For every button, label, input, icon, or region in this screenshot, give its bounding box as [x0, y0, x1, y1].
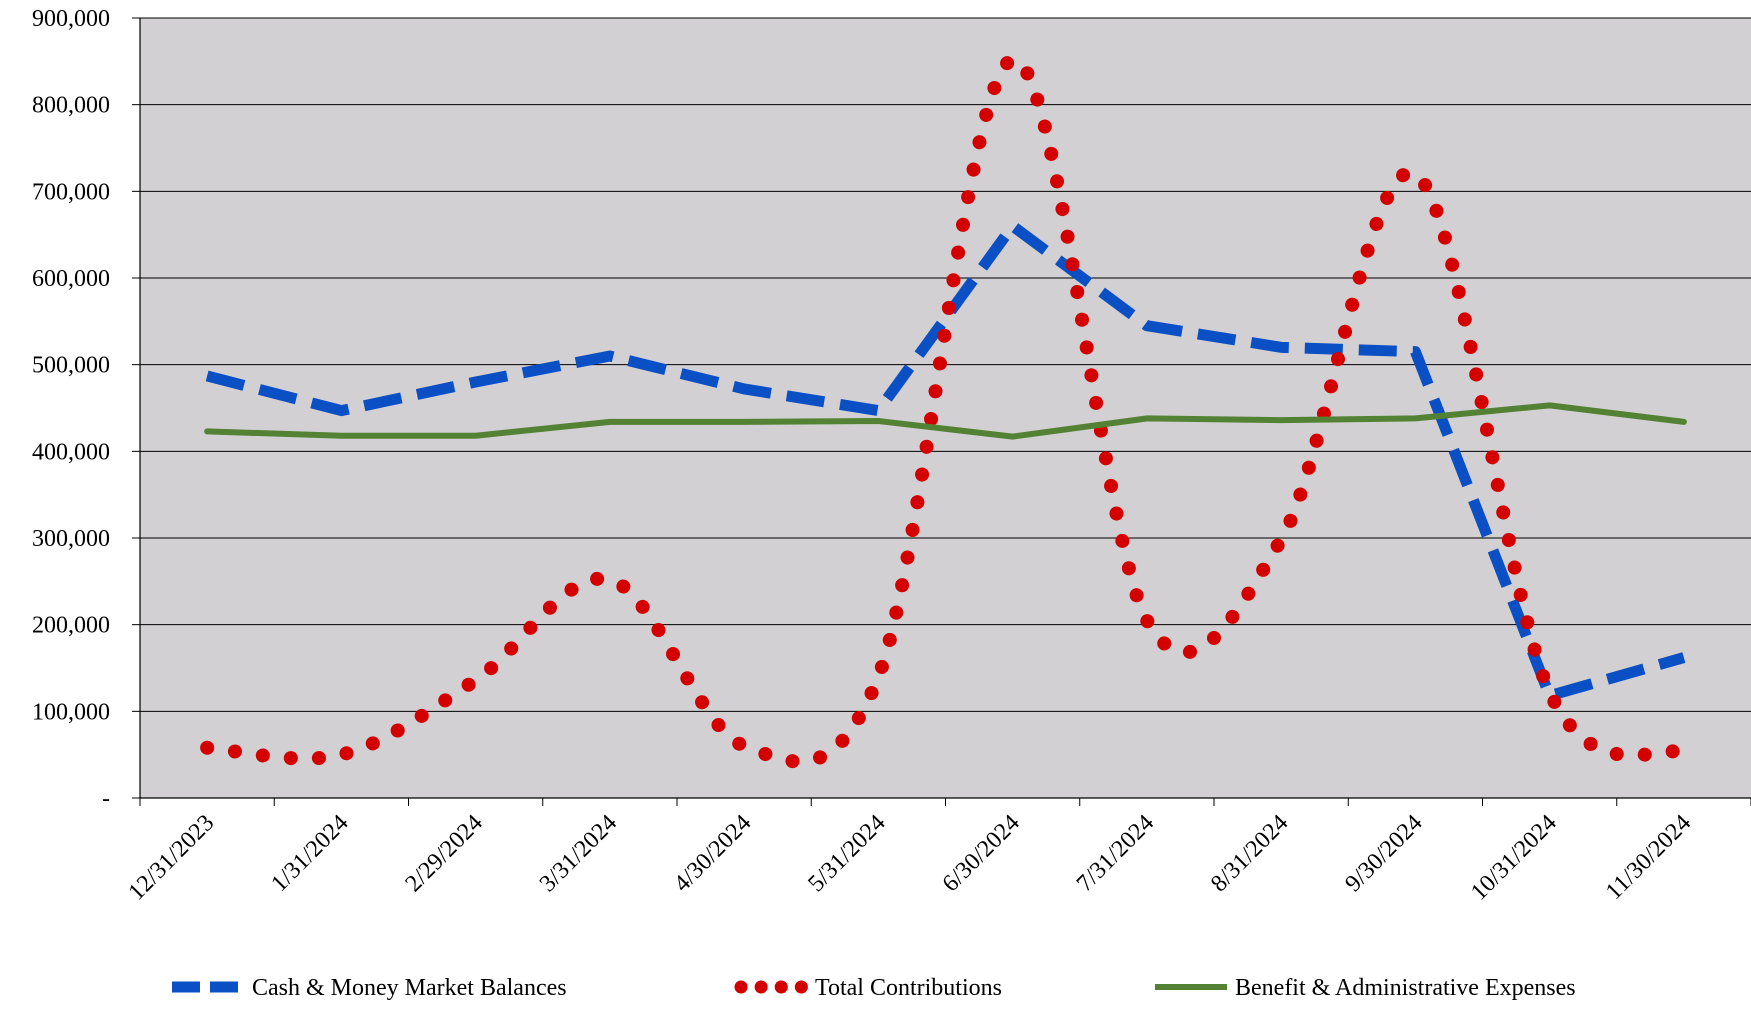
- legend-label: Benefit & Administrative Expenses: [1235, 975, 1576, 1001]
- legend: Cash & Money Market Balances Total Contri…: [172, 975, 1576, 1001]
- y-tick-label: -: [102, 786, 110, 812]
- legend-label: Total Contributions: [815, 975, 1002, 1001]
- x-tick-label: 8/31/2024: [1206, 810, 1293, 897]
- total-contributions-series-line: [200, 52, 1691, 769]
- x-tick-label: 5/31/2024: [803, 810, 890, 897]
- x-tick-label: 11/30/2024: [1601, 810, 1696, 905]
- x-tick-label: 6/30/2024: [938, 810, 1025, 897]
- y-tick-label: 100,000: [32, 699, 110, 725]
- y-tick-label: 200,000: [32, 613, 110, 639]
- y-tick-label: 700,000: [32, 179, 110, 205]
- y-tick-labels: - 100,000 200,000 300,000 400,000 500,000 600,…: [32, 6, 110, 812]
- x-tick-label: 4/30/2024: [669, 810, 756, 897]
- y-tick-label: 800,000: [32, 93, 110, 119]
- x-tick-label: 3/31/2024: [535, 810, 622, 897]
- x-tick-label: 9/30/2024: [1340, 810, 1427, 897]
- x-tick-label: 1/31/2024: [266, 810, 353, 897]
- benefit-administrative-expenses-series-line: [204, 402, 1687, 440]
- y-tick-label: 300,000: [32, 526, 110, 552]
- x-tick-label: 2/29/2024: [401, 810, 488, 897]
- x-tick-labels: 12/31/2023 1/31/2024 2/29/2024 3/31/2024 4/3…: [124, 810, 1696, 906]
- y-tick-label: 600,000: [32, 266, 110, 292]
- x-tick-label: 7/31/2024: [1072, 810, 1159, 897]
- y-tick-label: 400,000: [32, 439, 110, 465]
- y-tick-label: 500,000: [32, 353, 110, 379]
- x-tick-label: 12/31/2023: [124, 810, 220, 906]
- x-tick-label: 10/31/2024: [1466, 810, 1562, 906]
- cash-money-market-balances-series-line: [205, 220, 1686, 702]
- legend-label: Cash & Money Market Balances: [252, 975, 567, 1001]
- axes: [139, 18, 1751, 799]
- series-lines: [200, 52, 1691, 769]
- y-tick-label: 900,000: [32, 6, 110, 32]
